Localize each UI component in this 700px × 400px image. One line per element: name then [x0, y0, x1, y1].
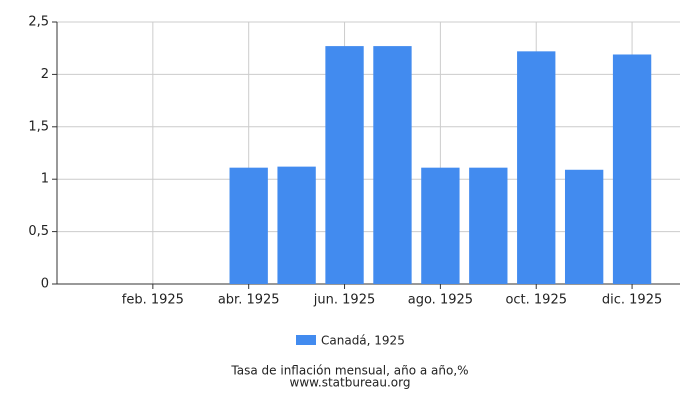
x-tick-label: abr. 1925: [218, 293, 280, 308]
bar: [421, 167, 460, 284]
bar: [325, 46, 364, 284]
y-tick-label: 1,5: [28, 119, 49, 134]
x-tick-label: oct. 1925: [505, 293, 567, 308]
chart-source: www.statbureau.org: [290, 376, 411, 390]
y-tick-label: 0: [41, 277, 49, 292]
chart-caption: Tasa de inflación mensual, año a año,%: [230, 364, 468, 378]
x-tick-label: dic. 1925: [602, 293, 662, 308]
y-tick-label: 2,5: [28, 15, 49, 30]
bar: [373, 46, 412, 284]
x-tick-label: ago. 1925: [408, 293, 473, 308]
y-tick-label: 0,5: [28, 224, 49, 239]
bar: [517, 51, 556, 285]
y-tick-label: 2: [41, 67, 49, 82]
bar: [564, 169, 604, 284]
bar: [612, 54, 652, 284]
legend-label: Canadá, 1925: [321, 334, 405, 348]
x-tick-label: feb. 1925: [122, 293, 184, 308]
bar: [229, 167, 268, 284]
bar: [277, 166, 316, 284]
y-tick-label: 1: [41, 172, 49, 187]
x-tick-label: jun. 1925: [313, 293, 375, 308]
bar: [469, 167, 508, 284]
legend-swatch: [296, 335, 316, 345]
